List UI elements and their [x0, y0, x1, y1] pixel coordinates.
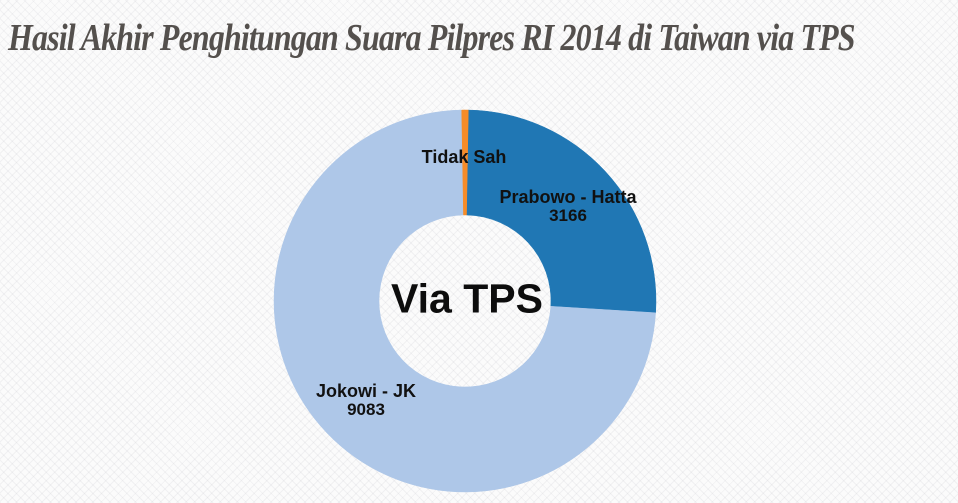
pie-segment-prabowo-hatta — [466, 109, 657, 314]
segment-value: 3166 — [549, 205, 587, 225]
pie-segment-jokowi-jk — [273, 109, 656, 493]
label-tidak-sah: Tidak Sah — [422, 148, 507, 167]
label-prabowo-hatta: Prabowo - Hatta 3166 — [499, 188, 636, 225]
segment-label: Prabowo - Hatta — [499, 187, 637, 207]
chart-title: Hasil Akhir Penghitungan Suara Pilpres R… — [8, 17, 856, 59]
segment-value: 9083 — [347, 399, 385, 419]
segment-label: Jokowi - JK — [315, 381, 417, 401]
donut-center-label: Via TPS — [391, 275, 543, 322]
pie-segment-tidak-sah — [461, 109, 469, 216]
label-jokowi-jk: Jokowi - JK 9083 — [316, 382, 416, 419]
segment-label: Tidak Sah — [421, 147, 507, 167]
